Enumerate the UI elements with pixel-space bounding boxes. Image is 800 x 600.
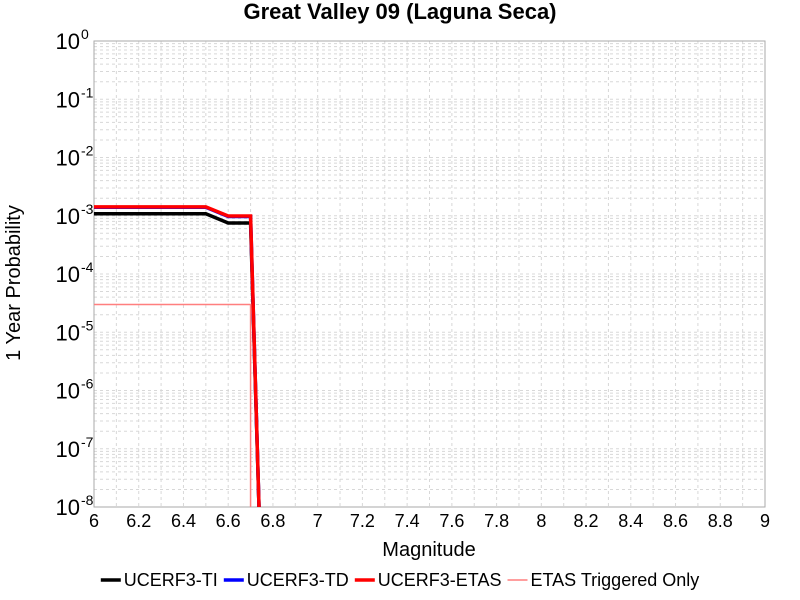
x-tick-label: 8	[536, 511, 546, 531]
y-tick-label: 10 -7	[56, 434, 94, 462]
legend-item-3: ETAS Triggered Only	[507, 570, 700, 590]
legend-label: UCERF3-TD	[247, 570, 349, 590]
y-tick-exponent: -4	[81, 259, 94, 275]
x-tick-label: 6.8	[260, 511, 285, 531]
y-tick-base: 10	[56, 437, 80, 462]
series-line-3	[94, 303, 252, 507]
chart-title: Great Valley 09 (Laguna Seca)	[243, 0, 556, 24]
x-tick-label: 7.4	[395, 511, 420, 531]
x-tick-label: 7.6	[439, 511, 464, 531]
legend-item-0: UCERF3-TI	[100, 570, 218, 590]
series-line-2	[94, 205, 261, 507]
x-tick-label: 6	[89, 511, 99, 531]
x-tick-label: 6.4	[171, 511, 196, 531]
x-tick-label: 8.4	[618, 511, 643, 531]
y-tick-exponent: -6	[81, 376, 94, 392]
legend-item-2: UCERF3-ETAS	[354, 570, 502, 590]
legend-item-1: UCERF3-TD	[223, 570, 349, 590]
y-tick-exponent: -2	[81, 143, 94, 159]
x-axis-label: Magnitude	[382, 539, 475, 561]
y-tick-base: 10	[56, 146, 80, 171]
x-tick-label: 8.8	[708, 511, 733, 531]
x-tick-label: 8.6	[663, 511, 688, 531]
y-tick-base: 10	[56, 87, 80, 112]
plot-area-frame	[93, 40, 766, 508]
y-tick-exponent: 0	[81, 26, 89, 42]
y-tick-label: 10 -2	[56, 143, 94, 171]
y-axis-label: 1 Year Probability	[3, 205, 25, 361]
y-tick-exponent: -5	[81, 317, 94, 333]
legend-label: ETAS Triggered Only	[531, 570, 700, 590]
x-tick-label: 9	[760, 511, 770, 531]
y-tick-label: 10 -6	[56, 376, 94, 404]
y-tick-base: 10	[56, 320, 80, 345]
x-tick-label: 7.2	[350, 511, 375, 531]
series-line-1	[94, 205, 261, 507]
x-tick-label: 7	[313, 511, 323, 531]
x-tick-label: 7.8	[484, 511, 509, 531]
legend-label: UCERF3-ETAS	[378, 570, 502, 590]
x-tick-labels: 6 6.2 6.4 6.6 6.8 7 7.2 7.4 7.6 7.8 8 8.2 8.4 8.6 8.8 9	[89, 511, 770, 531]
legend-label: UCERF3-TI	[124, 570, 218, 590]
x-tick-label: 6.2	[126, 511, 151, 531]
y-tick-label: 10 -4	[56, 259, 94, 287]
y-tick-base: 10	[56, 262, 80, 287]
legend: UCERF3-TI UCERF3-TD UCERF3-ETAS ETAS Trigge…	[100, 570, 700, 590]
x-tick-label: 8.2	[574, 511, 599, 531]
x-tick-label: 6.6	[216, 511, 241, 531]
y-tick-base: 10	[56, 29, 80, 54]
y-tick-label: 10 -1	[56, 84, 94, 112]
y-tick-base: 10	[56, 379, 80, 404]
grid	[93, 40, 766, 508]
y-tick-label: 10 -3	[56, 201, 94, 229]
series-lines	[94, 205, 261, 507]
y-tick-label: 10 -8	[56, 492, 94, 520]
series-line-0	[94, 212, 261, 507]
y-tick-exponent: -3	[81, 201, 94, 217]
y-tick-base: 10	[56, 204, 80, 229]
y-tick-exponent: -8	[81, 492, 94, 508]
y-tick-base: 10	[56, 495, 80, 520]
y-tick-exponent: -1	[81, 84, 94, 100]
y-tick-label: 10 0	[56, 26, 89, 54]
y-tick-exponent: -7	[81, 434, 94, 450]
y-tick-label: 10 -5	[56, 317, 94, 345]
